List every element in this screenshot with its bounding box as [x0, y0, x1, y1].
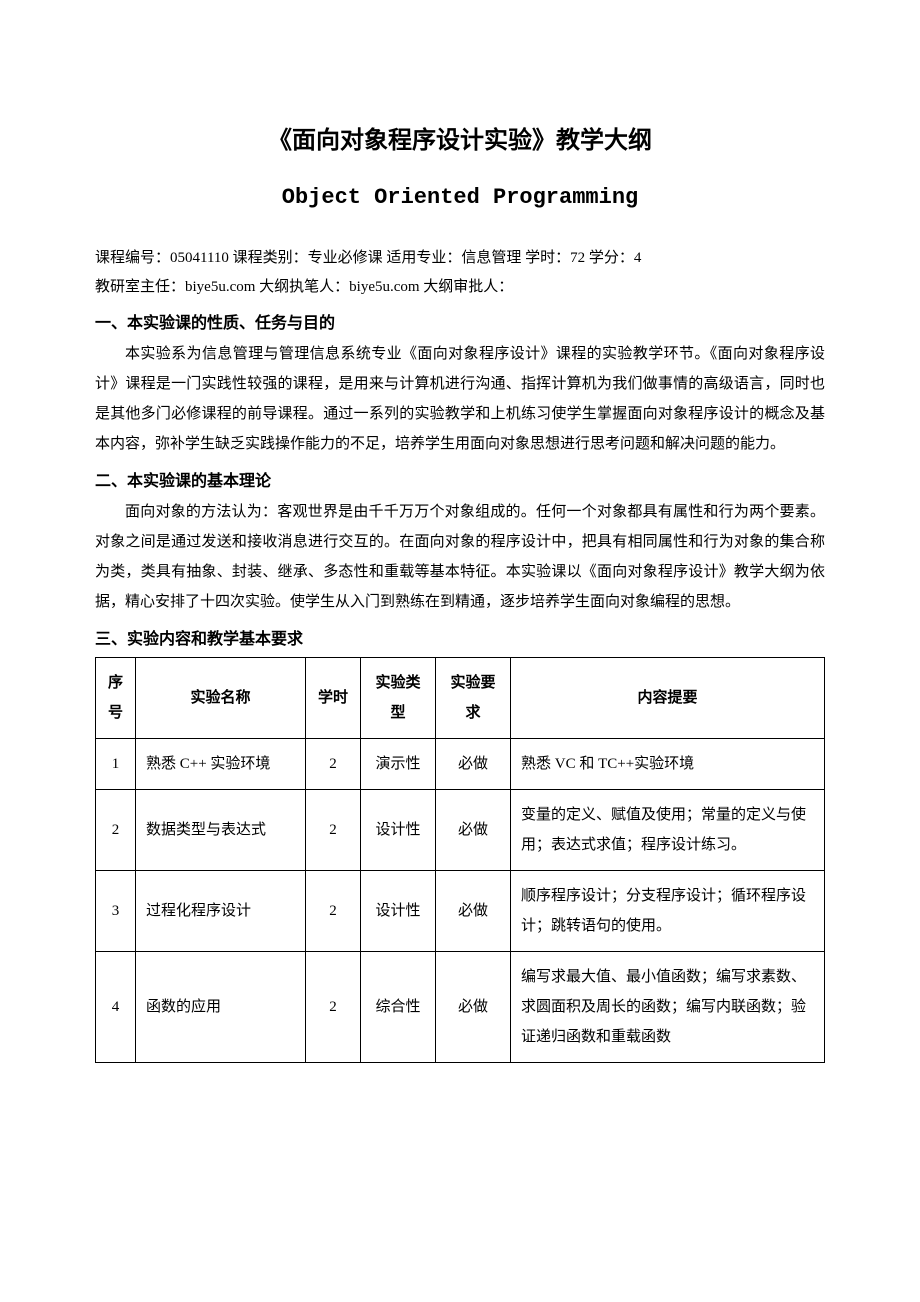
table-row: 1 熟悉 C++ 实验环境 2 演示性 必做 熟悉 VC 和 TC++实验环境 — [96, 739, 825, 790]
cell-content: 熟悉 VC 和 TC++实验环境 — [511, 739, 825, 790]
title-main: 《面向对象程序设计实验》教学大纲 — [95, 120, 825, 155]
cell-num: 4 — [96, 952, 136, 1063]
cell-content: 变量的定义、赋值及使用；常量的定义与使用；表达式求值；程序设计练习。 — [511, 790, 825, 871]
cell-num: 3 — [96, 871, 136, 952]
header-type: 实验类型 — [361, 658, 436, 739]
cell-type: 综合性 — [361, 952, 436, 1063]
meta-line-1: 课程编号：05041110 课程类别：专业必修课 适用专业：信息管理 学时：72… — [95, 245, 825, 272]
meta-line-2: 教研室主任：biye5u.com 大纲执笔人：biye5u.com 大纲审批人： — [95, 274, 825, 301]
table-row: 2 数据类型与表达式 2 设计性 必做 变量的定义、赋值及使用；常量的定义与使用… — [96, 790, 825, 871]
header-hours: 学时 — [306, 658, 361, 739]
section-2-heading: 二、本实验课的基本理论 — [95, 467, 825, 491]
table-row: 4 函数的应用 2 综合性 必做 编写求最大值、最小值函数；编写求素数、求圆面积… — [96, 952, 825, 1063]
cell-req: 必做 — [436, 790, 511, 871]
cell-num: 1 — [96, 739, 136, 790]
cell-hours: 2 — [306, 871, 361, 952]
table-row: 3 过程化程序设计 2 设计性 必做 顺序程序设计；分支程序设计；循环程序设计；… — [96, 871, 825, 952]
cell-name: 过程化程序设计 — [136, 871, 306, 952]
section-1-body: 本实验系为信息管理与管理信息系统专业《面向对象程序设计》课程的实验教学环节。《面… — [95, 339, 825, 459]
header-num: 序号 — [96, 658, 136, 739]
header-req: 实验要求 — [436, 658, 511, 739]
cell-hours: 2 — [306, 790, 361, 871]
cell-name: 熟悉 C++ 实验环境 — [136, 739, 306, 790]
section-3-heading: 三、实验内容和教学基本要求 — [95, 625, 825, 649]
section-1-heading: 一、本实验课的性质、任务与目的 — [95, 309, 825, 333]
title-sub: Object Oriented Programming — [95, 185, 825, 210]
cell-content: 编写求最大值、最小值函数；编写求素数、求圆面积及周长的函数；编写内联函数；验证递… — [511, 952, 825, 1063]
cell-req: 必做 — [436, 952, 511, 1063]
section-2-body: 面向对象的方法认为：客观世界是由千千万万个对象组成的。任何一个对象都具有属性和行… — [95, 497, 825, 617]
header-name: 实验名称 — [136, 658, 306, 739]
cell-hours: 2 — [306, 952, 361, 1063]
cell-req: 必做 — [436, 871, 511, 952]
cell-type: 演示性 — [361, 739, 436, 790]
cell-req: 必做 — [436, 739, 511, 790]
cell-type: 设计性 — [361, 790, 436, 871]
table-header-row: 序号 实验名称 学时 实验类型 实验要求 内容提要 — [96, 658, 825, 739]
cell-name: 函数的应用 — [136, 952, 306, 1063]
cell-content: 顺序程序设计；分支程序设计；循环程序设计；跳转语句的使用。 — [511, 871, 825, 952]
cell-hours: 2 — [306, 739, 361, 790]
cell-num: 2 — [96, 790, 136, 871]
header-content: 内容提要 — [511, 658, 825, 739]
experiment-table: 序号 实验名称 学时 实验类型 实验要求 内容提要 1 熟悉 C++ 实验环境 … — [95, 657, 825, 1063]
cell-name: 数据类型与表达式 — [136, 790, 306, 871]
cell-type: 设计性 — [361, 871, 436, 952]
